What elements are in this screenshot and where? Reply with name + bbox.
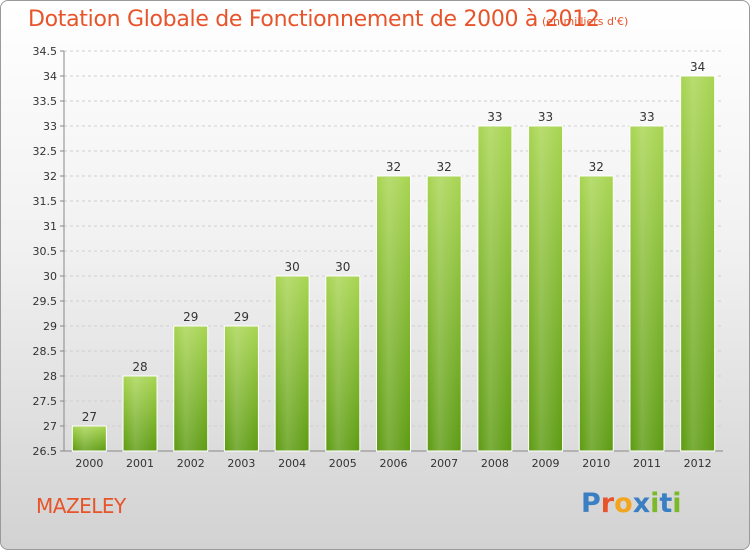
bar-shine bbox=[478, 127, 511, 451]
bar-shine bbox=[630, 127, 663, 451]
x-tick-label: 2010 bbox=[582, 457, 610, 470]
value-label-2004: 30 bbox=[284, 260, 299, 274]
y-tick-label: 34.5 bbox=[33, 45, 58, 58]
x-tick-label: 2007 bbox=[430, 457, 458, 470]
value-label-2012: 34 bbox=[690, 60, 705, 74]
y-tick-label: 28.5 bbox=[33, 345, 58, 358]
logo-letter: t bbox=[659, 488, 673, 519]
y-tick-label: 27.5 bbox=[33, 395, 58, 408]
y-tick-label: 32.5 bbox=[33, 145, 58, 158]
x-tick-label: 2004 bbox=[278, 457, 306, 470]
value-label-2010: 32 bbox=[589, 160, 604, 174]
x-tick-label: 2003 bbox=[227, 457, 255, 470]
logo-letter: P bbox=[581, 488, 601, 519]
value-label-2009: 33 bbox=[538, 110, 553, 124]
y-tick-label: 29.5 bbox=[33, 295, 58, 308]
value-label-2003: 29 bbox=[234, 310, 249, 324]
logo-letter: r bbox=[600, 488, 615, 519]
value-label-2008: 33 bbox=[487, 110, 502, 124]
y-tick-label: 27 bbox=[43, 420, 57, 433]
value-label-2001: 28 bbox=[132, 360, 147, 374]
value-label-2006: 32 bbox=[386, 160, 401, 174]
proxiti-logo: Proxiti bbox=[581, 488, 682, 519]
x-tick-label: 2011 bbox=[633, 457, 661, 470]
logo-letter: o bbox=[614, 488, 633, 519]
y-tick-label: 34 bbox=[43, 70, 57, 83]
bar-shine bbox=[124, 377, 157, 451]
y-tick-label: 29 bbox=[43, 320, 57, 333]
x-tick-label: 2005 bbox=[329, 457, 357, 470]
y-tick-label: 31.5 bbox=[33, 195, 58, 208]
y-tick-label: 30.5 bbox=[33, 245, 58, 258]
x-tick-label: 2012 bbox=[684, 457, 712, 470]
bar-shine bbox=[73, 427, 106, 451]
x-tick-label: 2000 bbox=[75, 457, 103, 470]
chart-title: Dotation Globale de Fonctionnement de 20… bbox=[28, 7, 600, 32]
bar-shine bbox=[174, 327, 207, 451]
y-tick-label: 32 bbox=[43, 170, 57, 183]
x-tick-label: 2006 bbox=[380, 457, 408, 470]
x-tick-label: 2002 bbox=[177, 457, 205, 470]
y-tick-label: 28 bbox=[43, 370, 57, 383]
bars bbox=[71, 75, 716, 452]
commune-name: MAZELEY bbox=[36, 494, 126, 518]
value-label-2011: 33 bbox=[639, 110, 654, 124]
logo-letter: i bbox=[650, 488, 660, 519]
bar-shine bbox=[681, 77, 714, 451]
y-tick-label: 31 bbox=[43, 220, 57, 233]
bar-shine bbox=[276, 277, 309, 451]
y-tick-label: 26.5 bbox=[33, 445, 58, 458]
bar-shine bbox=[326, 277, 359, 451]
logo-letter: i bbox=[672, 488, 682, 519]
value-label-2002: 29 bbox=[183, 310, 198, 324]
value-label-2005: 30 bbox=[335, 260, 350, 274]
value-label-2007: 32 bbox=[437, 160, 452, 174]
labels: 26.5 27 27.5 28 28.5 29 29.5 30 30.5 31 31.5 32 32.5… bbox=[33, 45, 712, 470]
x-tick-label: 2008 bbox=[481, 457, 509, 470]
value-label-2000: 27 bbox=[82, 410, 97, 424]
x-tick-label: 2001 bbox=[126, 457, 154, 470]
bar-shine bbox=[225, 327, 258, 451]
logo-letter: x bbox=[632, 488, 651, 519]
bar-shine bbox=[580, 177, 613, 451]
x-tick-label: 2009 bbox=[532, 457, 560, 470]
bar-shine bbox=[377, 177, 410, 451]
unit-label: (en milliers d'€) bbox=[542, 15, 629, 28]
y-tick-label: 30 bbox=[43, 270, 57, 283]
y-tick-label: 33.5 bbox=[33, 95, 58, 108]
y-tick-label: 33 bbox=[43, 120, 57, 133]
bar-shine bbox=[428, 177, 461, 451]
bar-shine bbox=[529, 127, 562, 451]
